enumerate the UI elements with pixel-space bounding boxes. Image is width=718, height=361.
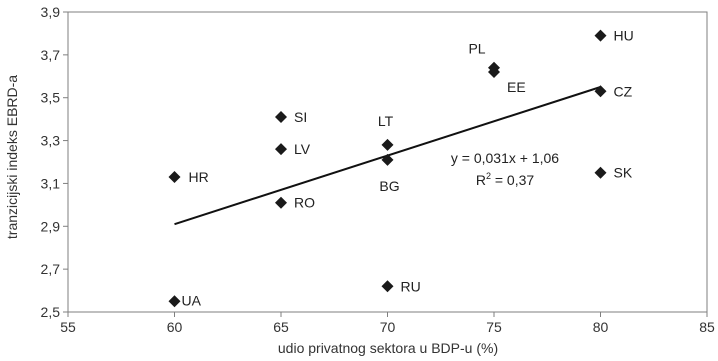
point-label-cz: CZ [614,83,633,99]
point-label-hr: HR [189,169,209,185]
x-axis-title: udio privatnog sektora u BDP-u (%) [278,340,498,356]
r-squared-text: R2 = 0,37 [476,171,535,188]
x-tick-label: 75 [486,319,502,335]
data-point-si [275,111,287,123]
point-label-ua: UA [182,292,202,308]
point-label-lt: LT [378,113,394,129]
y-tick-label: 2,5 [41,304,61,320]
x-tick-label: 80 [593,319,609,335]
data-point-ru [381,280,394,293]
point-label-sk: SK [614,165,633,181]
data-point-lt [381,138,394,151]
point-label-pl: PL [468,41,485,57]
ticks-layer: 55 60 65 70 75 80 85 2,5 2,7 2,9 3,1 3,3 3,5 3,7 3,9 [41,4,715,335]
y-tick-label: 3,1 [41,175,61,191]
data-point-hr [168,171,181,183]
y-axis-title: tranzicijski indeks EBRD-a [4,75,20,239]
data-point-ee [488,66,500,78]
y-tick-label: 2,7 [41,261,61,277]
point-label-ro: RO [294,195,315,211]
y-tick-label: 3,7 [41,47,61,63]
equation-text: y = 0,031x + 1,06 [451,150,559,166]
point-label-ee: EE [507,79,526,95]
y-tick-label: 3,9 [41,4,61,20]
data-point-sk [594,166,607,179]
x-tick-label: 85 [699,319,715,335]
x-tick-label: 65 [273,319,289,335]
x-tick-label: 55 [60,319,76,335]
data-point-cz [594,85,607,98]
x-tick-label: 60 [167,319,183,335]
data-point-ro [275,196,287,209]
point-label-ru: RU [401,278,421,294]
data-point-ua [168,295,181,308]
point-label-bg: BG [379,178,399,194]
trendline-equation: y = 0,031x + 1,06 R2 = 0,37 [451,150,559,188]
point-label-si: SI [294,109,307,125]
y-tick-label: 3,3 [41,133,61,149]
y-tick-label: 3,5 [41,90,61,106]
points-layer [168,29,607,308]
data-point-lv [275,143,287,156]
point-label-hu: HU [614,28,634,44]
point-labels-layer: HU PL EE CZ SI LT LV BG HR SK RO RU UA [182,28,634,309]
x-tick-label: 70 [380,319,396,335]
y-tick-label: 2,9 [41,218,61,234]
point-label-lv: LV [294,141,311,157]
data-point-hu [594,29,607,42]
data-point-bg [381,153,394,166]
